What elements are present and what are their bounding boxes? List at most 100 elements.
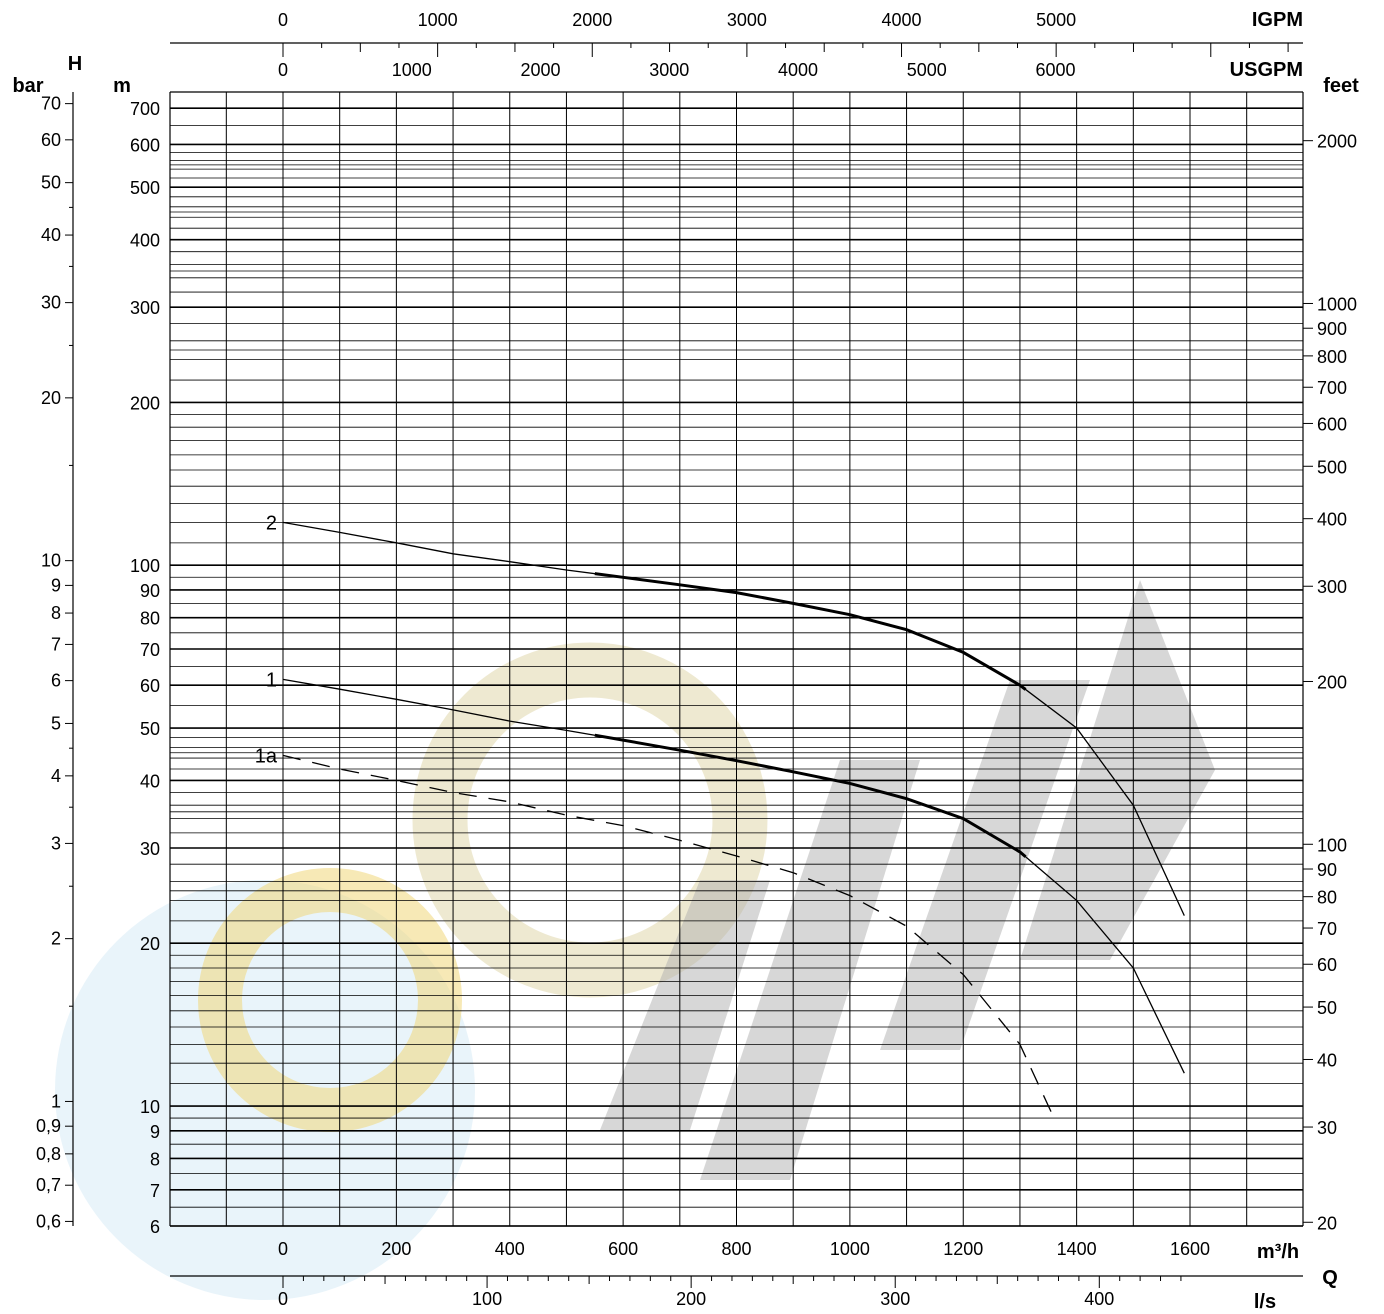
usgpm-tick-label: 0 — [278, 60, 288, 80]
m3h-tick-label: 600 — [608, 1239, 638, 1259]
bar-tick-label: 3 — [51, 833, 61, 853]
feet-tick-label: 60 — [1317, 955, 1337, 975]
feet-tick-label: 400 — [1317, 510, 1347, 530]
bar-tick-label: 50 — [41, 173, 61, 193]
bar-tick-label: 1 — [51, 1091, 61, 1111]
bar-tick-label: 9 — [51, 575, 61, 595]
bar-tick-label: 30 — [41, 293, 61, 313]
m-tick-label: 30 — [140, 839, 160, 859]
m3h-tick-label: 1000 — [830, 1239, 870, 1259]
usgpm-tick-label: 3000 — [649, 60, 689, 80]
usgpm-tick-label: 2000 — [520, 60, 560, 80]
m-tick-label: 300 — [130, 298, 160, 318]
ls-tick-label: 0 — [278, 1289, 288, 1309]
bar-tick-label: 10 — [41, 551, 61, 571]
m3h-tick-label: 1600 — [1170, 1239, 1210, 1259]
m-tick-label: 40 — [140, 771, 160, 791]
m-tick-label: 500 — [130, 178, 160, 198]
bar-tick-label: 60 — [41, 130, 61, 150]
m3h-tick-label: 200 — [381, 1239, 411, 1259]
bar-tick-label: 40 — [41, 225, 61, 245]
curve-2-operating-range — [594, 572, 1027, 691]
m-tick-label: 100 — [130, 556, 160, 576]
bar-tick-label: 8 — [51, 603, 61, 623]
m-tick-label: 50 — [140, 719, 160, 739]
curve-label-2: 2 — [266, 512, 277, 534]
m3h-tick-label: 800 — [721, 1239, 751, 1259]
m-tick-label: 90 — [140, 581, 160, 601]
igpm-tick-label: 1000 — [418, 10, 458, 30]
feet-tick-label: 500 — [1317, 457, 1347, 477]
bar-tick-label: 0,9 — [36, 1116, 61, 1136]
feet-tick-label: 70 — [1317, 919, 1337, 939]
curve-1-operating-range — [594, 733, 1027, 858]
feet-tick-label: 100 — [1317, 835, 1347, 855]
curve-1a — [282, 754, 1055, 1119]
ls-tick-label: 100 — [472, 1289, 502, 1309]
chart-ticks: 6789102030405060708090100200300400500600… — [36, 10, 1357, 1309]
ls-tick-label: 300 — [880, 1289, 910, 1309]
ls-tick-label: 200 — [676, 1289, 706, 1309]
bar-tick-label: 0,6 — [36, 1211, 61, 1231]
bar-tick-label: 0,8 — [36, 1144, 61, 1164]
feet-tick-label: 800 — [1317, 347, 1347, 367]
feet-tick-label: 200 — [1317, 672, 1347, 692]
m-tick-label: 400 — [130, 231, 160, 251]
m3h-tick-label: 1400 — [1057, 1239, 1097, 1259]
curve-label-1: 1 — [266, 669, 277, 691]
m-tick-label: 600 — [130, 135, 160, 155]
curve-label-1a: 1a — [255, 745, 278, 767]
m-tick-label: 7 — [150, 1181, 160, 1201]
m3h-tick-label: 1200 — [943, 1239, 983, 1259]
feet-tick-label: 90 — [1317, 860, 1337, 880]
bar-tick-label: 2 — [51, 929, 61, 949]
feet-tick-label: 30 — [1317, 1118, 1337, 1138]
m-tick-label: 9 — [150, 1122, 160, 1142]
feet-tick-label: 50 — [1317, 998, 1337, 1018]
bar-tick-label: 0,7 — [36, 1175, 61, 1195]
bar-tick-label: 20 — [41, 388, 61, 408]
igpm-tick-label: 5000 — [1036, 10, 1076, 30]
usgpm-tick-label: 1000 — [392, 60, 432, 80]
bar-tick-label: 4 — [51, 766, 61, 786]
feet-tick-label: 600 — [1317, 414, 1347, 434]
feet-tick-label: 40 — [1317, 1050, 1337, 1070]
igpm-tick-label: 3000 — [727, 10, 767, 30]
ls-tick-label: 400 — [1084, 1289, 1114, 1309]
usgpm-unit-label: USGPM — [1230, 59, 1303, 81]
m-tick-label: 70 — [140, 640, 160, 660]
feet-tick-label: 700 — [1317, 378, 1347, 398]
chart-grid — [170, 91, 1303, 1227]
q-quantity-label: Q — [1322, 1267, 1338, 1289]
bar-tick-label: 7 — [51, 634, 61, 654]
usgpm-tick-label: 4000 — [778, 60, 818, 80]
feet-tick-label: 80 — [1317, 888, 1337, 908]
m-tick-label: 200 — [130, 393, 160, 413]
chart-axes — [72, 42, 1304, 1277]
h-quantity-label: H — [68, 53, 82, 75]
igpm-unit-label: IGPM — [1252, 9, 1303, 31]
bar-tick-label: 70 — [41, 94, 61, 114]
igpm-tick-label: 2000 — [572, 10, 612, 30]
usgpm-tick-label: 6000 — [1035, 60, 1075, 80]
feet-tick-label: 2000 — [1317, 132, 1357, 152]
bar-tick-label: 6 — [51, 671, 61, 691]
bar-tick-label: 5 — [51, 713, 61, 733]
igpm-tick-label: 4000 — [881, 10, 921, 30]
feet-unit-label: feet — [1323, 75, 1359, 97]
ls-unit-label: l/s — [1254, 1291, 1276, 1313]
m3h-tick-label: 400 — [495, 1239, 525, 1259]
feet-tick-label: 900 — [1317, 319, 1347, 339]
usgpm-tick-label: 5000 — [907, 60, 947, 80]
chart-series — [282, 521, 1185, 1119]
m-tick-label: 80 — [140, 609, 160, 629]
feet-tick-label: 1000 — [1317, 294, 1357, 314]
m-unit-label: m — [113, 75, 131, 97]
bar-unit-label: bar — [12, 75, 43, 97]
watermark-logo — [55, 580, 1215, 1300]
m-tick-label: 60 — [140, 676, 160, 696]
m-tick-label: 700 — [130, 99, 160, 119]
m3h-unit-label: m³/h — [1257, 1241, 1299, 1263]
